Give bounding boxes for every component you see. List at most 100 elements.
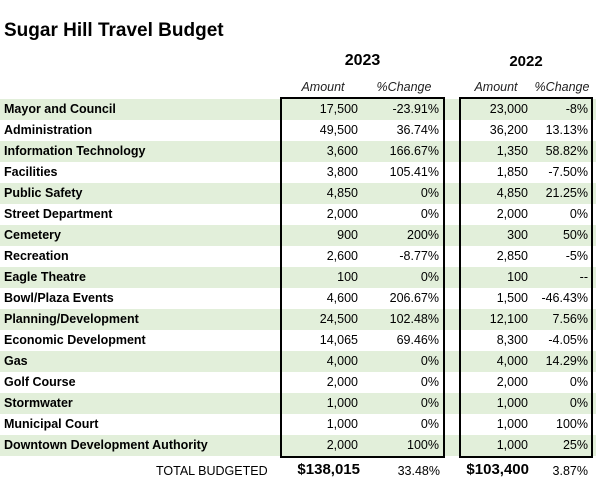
row-label: Golf Course [4, 375, 76, 389]
amount-2022: 300 [507, 228, 528, 242]
amount-2022: 1,000 [496, 396, 528, 410]
total-amount-2023: $138,015 [297, 461, 360, 478]
change-2023: 102.48% [389, 312, 439, 326]
change-2022: -- [579, 270, 588, 284]
change-2022: 7.56% [552, 312, 588, 326]
amount-2023: 2,000 [326, 438, 358, 452]
row-label: Administration [4, 123, 93, 137]
row-band [0, 141, 596, 162]
change-2022: 21.25% [545, 186, 588, 200]
amount-2023: 14,065 [319, 333, 358, 347]
subheader-change-2022: %Change [534, 80, 590, 94]
row-label: Facilities [4, 165, 58, 179]
amount-2023: 1,000 [326, 417, 358, 431]
change-2023: 206.67% [389, 291, 439, 305]
row-band [0, 309, 596, 330]
amount-2022: 36,200 [489, 123, 528, 137]
year-2023-header: 2023 [344, 52, 381, 69]
change-2022: 58.82% [545, 144, 588, 158]
box-2022 [459, 97, 593, 458]
row-label: Stormwater [4, 396, 73, 410]
change-2022: 100% [556, 417, 588, 431]
change-2022: 0% [569, 375, 588, 389]
amount-2022: 1,850 [496, 165, 528, 179]
amount-2023: 900 [337, 228, 358, 242]
row-band [0, 435, 596, 456]
change-2023: 0% [420, 270, 439, 284]
change-2022: -7.50% [548, 165, 588, 179]
amount-2022: 12,100 [489, 312, 528, 326]
change-2022: 25% [562, 438, 588, 452]
change-2023: 100% [407, 438, 439, 452]
amount-2022: 1,000 [496, 417, 528, 431]
box-2023 [280, 97, 445, 458]
row-label: Recreation [4, 249, 69, 263]
change-2022: -4.05% [548, 333, 588, 347]
row-label: Planning/Development [4, 312, 139, 326]
change-2022: 0% [569, 207, 588, 221]
amount-2023: 4,850 [326, 186, 358, 200]
amount-2022: 1,350 [496, 144, 528, 158]
amount-2023: 1,000 [326, 396, 358, 410]
total-change-2022: 3.87% [552, 464, 588, 478]
amount-2022: 100 [507, 270, 528, 284]
page-title: Sugar Hill Travel Budget [4, 20, 224, 41]
change-2023: 105.41% [389, 165, 439, 179]
change-2022: 50% [562, 228, 588, 242]
amount-2022: 1,000 [496, 438, 528, 452]
change-2022: 0% [569, 396, 588, 410]
amount-2022: 8,300 [496, 333, 528, 347]
change-2022: -8% [565, 102, 588, 116]
row-band [0, 351, 596, 372]
row-label: Municipal Court [4, 417, 99, 431]
change-2023: 0% [420, 186, 439, 200]
total-amount-2022: $103,400 [466, 461, 529, 478]
amount-2023: 17,500 [319, 102, 358, 116]
total-change-2023: 33.48% [397, 464, 440, 478]
change-2023: 0% [420, 375, 439, 389]
change-2023: 200% [407, 228, 439, 242]
amount-2023: 3,600 [326, 144, 358, 158]
row-band [0, 99, 596, 120]
amount-2023: 24,500 [319, 312, 358, 326]
row-label: Mayor and Council [4, 102, 116, 116]
row-label: Economic Development [4, 333, 146, 347]
change-2023: 0% [420, 417, 439, 431]
row-band [0, 267, 596, 288]
amount-2023: 2,000 [326, 207, 358, 221]
amount-2022: 23,000 [489, 102, 528, 116]
row-label: Eagle Theatre [4, 270, 86, 284]
change-2022: 13.13% [545, 123, 588, 137]
row-label: Street Department [4, 207, 113, 221]
amount-2022: 4,850 [496, 186, 528, 200]
change-2022: 14.29% [545, 354, 588, 368]
change-2022: -5% [565, 249, 588, 263]
amount-2023: 4,600 [326, 291, 358, 305]
year-2022-header: 2022 [509, 53, 543, 70]
change-2022: -46.43% [541, 291, 588, 305]
row-label: Public Safety [4, 186, 83, 200]
amount-2022: 4,000 [496, 354, 528, 368]
row-band [0, 393, 596, 414]
row-label: Gas [4, 354, 28, 368]
amount-2022: 2,000 [496, 375, 528, 389]
row-band [0, 225, 596, 246]
change-2023: -8.77% [399, 249, 439, 263]
amount-2023: 2,000 [326, 375, 358, 389]
amount-2023: 3,800 [326, 165, 358, 179]
row-label: Downtown Development Authority [4, 438, 208, 452]
change-2023: -23.91% [392, 102, 439, 116]
change-2023: 69.46% [396, 333, 439, 347]
amount-2023: 4,000 [326, 354, 358, 368]
change-2023: 0% [420, 207, 439, 221]
total-label: TOTAL BUDGETED [156, 464, 268, 478]
row-label: Information Technology [4, 144, 146, 158]
amount-2023: 49,500 [319, 123, 358, 137]
amount-2022: 1,500 [496, 291, 528, 305]
amount-2023: 100 [337, 270, 358, 284]
amount-2022: 2,000 [496, 207, 528, 221]
subheader-amount-2023: Amount [301, 80, 345, 94]
amount-2023: 2,600 [326, 249, 358, 263]
change-2023: 36.74% [396, 123, 439, 137]
change-2023: 0% [420, 396, 439, 410]
